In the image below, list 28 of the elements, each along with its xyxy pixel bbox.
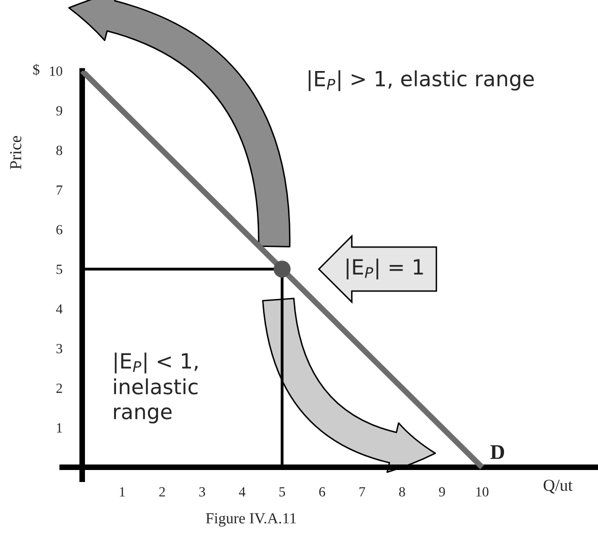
y-tick-label: 2 [56, 384, 62, 393]
x-tick-label: 1 [120, 487, 125, 496]
series-label: D [490, 445, 504, 459]
annotation: |E$_{P}$| > 1, elastic range [308, 70, 534, 92]
y-tick-label: 4 [56, 304, 63, 314]
x-tick-label: 6 [319, 487, 326, 496]
y-tick-label: 7 [56, 186, 62, 195]
y-tick-label: 6 [56, 225, 62, 234]
x-tick-label: 8 [399, 487, 406, 496]
annotation: |E$_{P}$| = 1 [346, 258, 423, 280]
y-tick-label: 8 [56, 146, 62, 156]
y-tick-label: 5 [56, 264, 62, 274]
x-axis-title: Q/ut [544, 480, 573, 494]
y-axis-title: Price [10, 136, 22, 170]
y-tick-label: 10 [50, 66, 62, 76]
x-tick-label: 10 [476, 487, 488, 496]
y-tick-label: 1 [57, 423, 62, 432]
y-tick-label: 3 [56, 344, 62, 354]
x-tick-label: 5 [279, 487, 286, 496]
x-tick-label: 7 [360, 487, 366, 496]
x-tick-label: 2 [159, 487, 165, 496]
text: $ [33, 64, 40, 76]
x-tick-label: 3 [199, 487, 206, 496]
x-tick-label: 9 [439, 487, 445, 496]
x-tick-label: 4 [238, 487, 246, 496]
y-tick-label: 9 [56, 106, 62, 116]
annotation: |E$_{P}$| < 1, inelastic range [114, 352, 198, 424]
text: Figure IV.A.11 [206, 513, 296, 527]
